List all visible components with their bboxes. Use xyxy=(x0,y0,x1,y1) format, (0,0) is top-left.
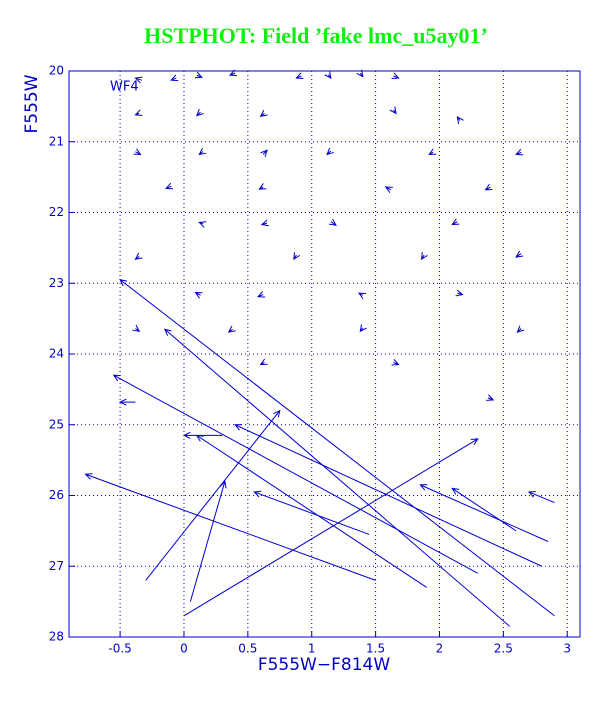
arrow xyxy=(420,252,428,261)
arrow xyxy=(118,398,136,406)
arrow xyxy=(359,324,367,333)
y-tick-label: 23 xyxy=(49,276,64,290)
arrow xyxy=(329,218,337,226)
arrow xyxy=(455,289,464,297)
x-tick-label: 1 xyxy=(308,642,316,656)
arrow xyxy=(119,279,555,617)
arrow xyxy=(132,324,141,333)
arrow xyxy=(257,291,266,298)
arrow xyxy=(484,183,493,191)
arrow xyxy=(260,149,268,158)
x-tick-label: 1.5 xyxy=(366,642,385,656)
x-tick-label: 0.5 xyxy=(238,642,257,656)
y-tick-label: 25 xyxy=(49,417,64,431)
arrow xyxy=(198,148,207,156)
arrow xyxy=(194,291,203,299)
y-tick-label: 22 xyxy=(49,205,64,219)
arrow xyxy=(516,325,525,333)
chart-title: HSTPHOT: Field ’fake lmc_u5ay01’ xyxy=(144,23,488,48)
arrow xyxy=(384,186,393,194)
arrow xyxy=(134,76,143,84)
x-tick-label: 0 xyxy=(180,642,188,656)
y-tick-label: 20 xyxy=(49,64,64,78)
y-tick-label: 24 xyxy=(49,347,64,361)
y-tick-label: 27 xyxy=(49,559,64,573)
arrow xyxy=(259,109,268,117)
arrow xyxy=(133,148,142,156)
arrow xyxy=(389,106,397,115)
arrow xyxy=(456,116,464,124)
arrow xyxy=(326,147,334,156)
arrow xyxy=(253,490,370,535)
arrow xyxy=(194,71,203,79)
arrow xyxy=(295,72,304,79)
arrow xyxy=(134,109,143,117)
arrow xyxy=(486,394,495,401)
arrow xyxy=(198,221,207,228)
arrow xyxy=(356,69,364,78)
arrow xyxy=(170,74,179,82)
arrow xyxy=(145,409,281,581)
arrow xyxy=(165,182,174,190)
arrow xyxy=(189,480,227,602)
y-tick-label: 21 xyxy=(49,134,64,148)
arrow xyxy=(134,252,143,260)
arrow xyxy=(163,328,511,627)
arrow xyxy=(419,484,549,542)
arrow xyxy=(182,431,223,439)
arrow xyxy=(227,325,236,333)
arrow xyxy=(391,72,400,79)
x-tick-label: 2.5 xyxy=(494,642,513,656)
x-tick-label: -0.5 xyxy=(108,642,131,656)
arrow xyxy=(112,374,479,574)
arrow xyxy=(228,69,237,77)
x-tick-label: 3 xyxy=(563,642,571,656)
x-axis-label: F555W−F814W xyxy=(258,655,391,675)
arrow xyxy=(515,250,524,258)
arrow xyxy=(195,434,427,588)
y-axis-label: F555W xyxy=(22,74,42,133)
arrow xyxy=(451,487,517,532)
arrow xyxy=(451,218,460,226)
y-tick-label: 28 xyxy=(49,630,64,644)
panel-label: WF4 xyxy=(110,80,139,95)
arrow xyxy=(293,252,300,261)
arrow xyxy=(258,183,267,190)
arrow xyxy=(515,148,524,156)
arrow xyxy=(234,424,542,567)
arrow xyxy=(195,108,204,117)
arrow xyxy=(527,491,555,504)
arrow xyxy=(183,438,479,617)
arrow xyxy=(259,358,268,366)
arrow xyxy=(324,71,332,80)
arrow xyxy=(357,292,367,300)
arrow xyxy=(391,359,400,366)
arrow xyxy=(428,148,437,156)
x-tick-label: 2 xyxy=(436,642,444,656)
arrow xyxy=(260,219,269,227)
arrow xyxy=(84,473,376,581)
y-tick-label: 26 xyxy=(49,488,64,502)
